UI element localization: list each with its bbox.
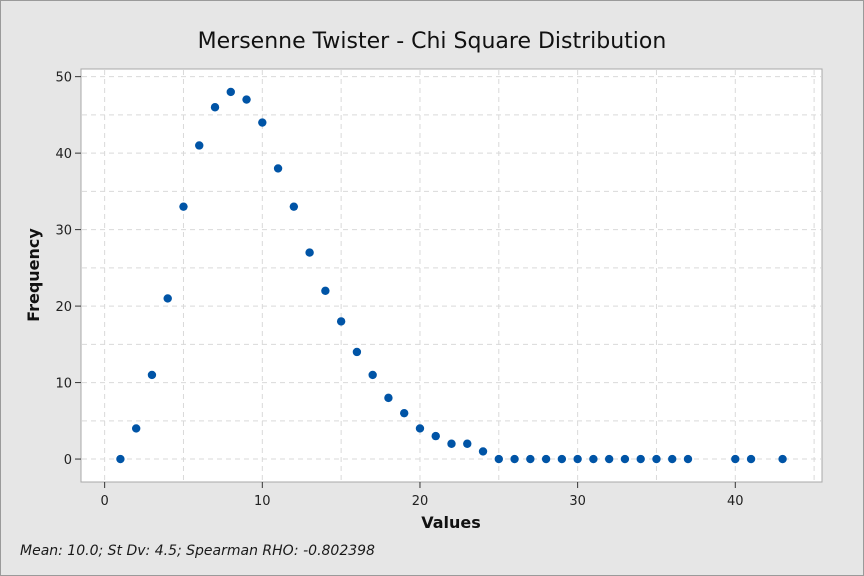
data-point [431, 431, 440, 441]
y-tick-label: 30 [55, 224, 72, 239]
data-point [463, 439, 472, 448]
data-point [778, 454, 787, 464]
data-point [415, 424, 425, 433]
x-axis-label: Values [421, 513, 481, 532]
data-point [604, 454, 614, 464]
x-tick-label: 10 [254, 494, 271, 509]
statistics-footnote: Mean: 10.0; St Dv: 4.5; Spearman RHO: -0… [20, 543, 375, 559]
data-point [494, 454, 503, 464]
data-point [589, 454, 598, 464]
data-point [147, 370, 157, 380]
grid-lines [82, 70, 821, 481]
x-tick-label: 30 [569, 494, 586, 509]
data-point [478, 447, 488, 456]
data-point [368, 370, 377, 380]
data-point [163, 294, 172, 303]
y-axis-label: Frequency [24, 228, 43, 322]
axis-ticks: 0 10 20 30 40 0 10 20 30 40 50 [55, 71, 743, 509]
x-tick-label: 0 [101, 494, 109, 509]
data-point [636, 454, 645, 464]
data-point [210, 103, 220, 112]
data-point [526, 454, 535, 464]
data-point [179, 202, 188, 211]
data-point [289, 202, 299, 211]
data-point [195, 141, 204, 150]
y-tick-label: 40 [55, 147, 72, 162]
x-tick-label: 20 [412, 494, 429, 509]
data-point [731, 454, 740, 464]
data-point [541, 454, 551, 464]
data-point [305, 248, 314, 257]
data-point [226, 87, 235, 97]
data-point [620, 454, 630, 464]
data-point [510, 454, 519, 464]
data-point [384, 393, 393, 403]
y-tick-label: 0 [64, 453, 72, 468]
data-point [273, 164, 283, 173]
data-point [336, 317, 346, 326]
data-point [652, 454, 661, 464]
plot-area [80, 68, 823, 483]
data-point [400, 408, 409, 418]
data-point [116, 454, 125, 464]
data-point [668, 454, 677, 464]
y-tick-label: 20 [55, 300, 72, 315]
chart-title: Mersenne Twister - Chi Square Distributi… [198, 29, 667, 54]
data-point [746, 454, 756, 464]
data-point [242, 95, 251, 104]
y-tick-label: 50 [55, 71, 72, 86]
y-tick-label: 10 [55, 377, 72, 392]
data-point [258, 118, 267, 127]
data-point [683, 454, 693, 464]
data-point [321, 286, 330, 295]
data-point [131, 424, 141, 433]
x-tick-label: 40 [727, 494, 744, 509]
data-point [573, 454, 582, 464]
data-point [447, 439, 456, 448]
data-point [557, 454, 567, 464]
data-point [352, 347, 362, 357]
data-points [116, 87, 787, 464]
